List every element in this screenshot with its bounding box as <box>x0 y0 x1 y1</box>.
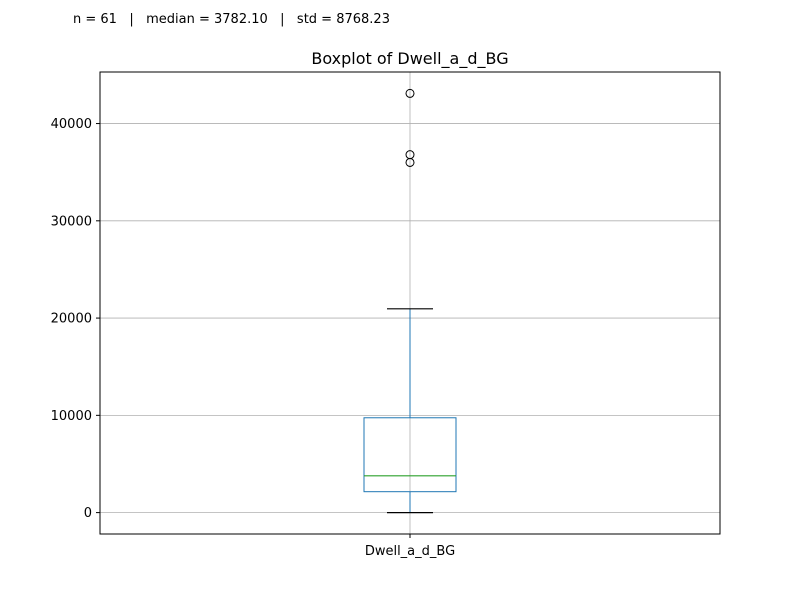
iqr-box <box>363 417 457 493</box>
x-axis: Dwell_a_d_BG <box>365 534 455 559</box>
y-axis: 0 10000 20000 30000 40000 <box>51 117 100 521</box>
x-tick-label: Dwell_a_d_BG <box>365 544 455 559</box>
outlier-point <box>405 88 415 98</box>
y-tick-label: 0 <box>84 506 92 521</box>
outlier-point <box>405 150 415 160</box>
outliers-group <box>405 88 415 167</box>
box-group <box>363 308 457 514</box>
y-tick-label: 40000 <box>51 117 92 132</box>
y-tick-label: 10000 <box>51 409 92 424</box>
y-tick-label: 30000 <box>51 214 92 229</box>
y-tick-label: 20000 <box>51 312 92 327</box>
stats-summary: n = 61 | median = 3782.10 | std = 8768.2… <box>73 12 390 27</box>
chart-title: Boxplot of Dwell_a_d_BG <box>311 49 508 69</box>
